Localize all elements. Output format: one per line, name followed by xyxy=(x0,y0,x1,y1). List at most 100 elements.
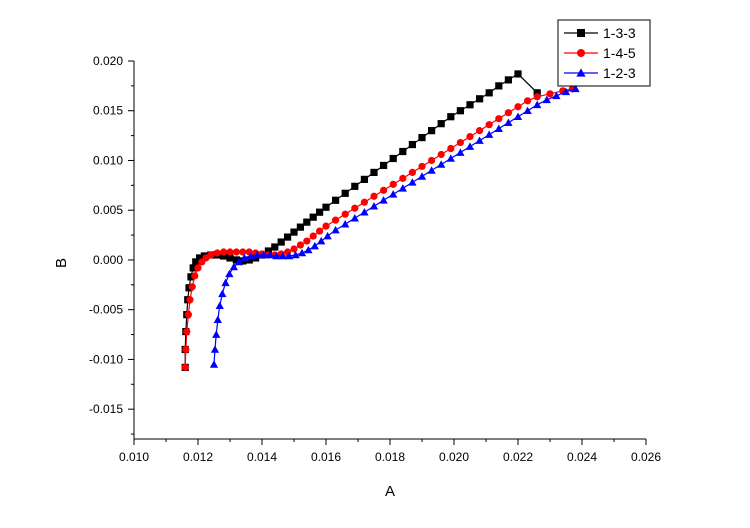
x-tick-label: 0.020 xyxy=(439,450,469,464)
data-point xyxy=(218,289,227,298)
data-point xyxy=(226,248,234,256)
data-point xyxy=(533,100,542,109)
data-point xyxy=(533,89,541,97)
data-point xyxy=(309,232,317,240)
data-point xyxy=(322,222,330,230)
data-point xyxy=(316,208,324,216)
data-point xyxy=(437,150,445,159)
data-point xyxy=(264,247,272,255)
legend-marker xyxy=(576,68,586,77)
x-tick-label: 0.022 xyxy=(503,450,533,464)
data-point xyxy=(476,127,484,135)
data-point xyxy=(194,264,202,272)
y-tick-label: 0.015 xyxy=(93,104,123,118)
axes: 0.010 0.012 0.014 0.016 0.018 0.020 0.022 0.024… xyxy=(89,54,661,464)
data-point xyxy=(456,138,464,147)
data-point xyxy=(196,254,204,262)
data-point xyxy=(437,120,445,128)
data-point xyxy=(351,204,359,212)
legend-label: 1-4-5 xyxy=(603,45,636,61)
data-point xyxy=(447,144,455,153)
y-tick-label: -0.010 xyxy=(89,352,123,366)
data-point xyxy=(389,154,397,163)
data-point xyxy=(495,115,503,123)
x-tick-label: 0.012 xyxy=(183,450,213,464)
data-point xyxy=(408,168,416,177)
data-point xyxy=(485,89,493,97)
series-1-4-5 xyxy=(181,85,577,371)
data-point xyxy=(220,252,228,260)
data-point xyxy=(370,192,378,200)
data-point xyxy=(546,90,554,98)
data-point xyxy=(341,210,349,218)
data-point xyxy=(418,133,426,142)
data-point xyxy=(189,264,197,272)
data-point xyxy=(234,257,244,266)
data-point xyxy=(399,174,407,182)
data-point xyxy=(277,238,285,246)
data-point xyxy=(398,184,407,192)
data-point xyxy=(514,103,522,111)
data-point xyxy=(524,97,532,105)
data-point xyxy=(265,250,275,259)
data-point xyxy=(408,178,417,186)
data-point xyxy=(514,70,522,78)
data-point xyxy=(399,147,407,156)
data-point xyxy=(229,262,238,271)
data-point xyxy=(215,301,224,310)
data-point xyxy=(186,296,194,304)
data-point xyxy=(379,196,388,204)
y-tick-label: -0.015 xyxy=(89,402,123,416)
legend-marker xyxy=(577,29,585,37)
data-point xyxy=(296,241,304,249)
data-point xyxy=(271,243,279,251)
data-point xyxy=(191,272,199,280)
data-point xyxy=(272,251,281,260)
data-point xyxy=(350,214,359,222)
data-point xyxy=(316,227,324,235)
data-point xyxy=(213,249,221,257)
x-tick-label: 0.024 xyxy=(567,450,597,464)
data-point xyxy=(188,283,196,291)
data-point xyxy=(225,269,234,278)
y-axis-label: B xyxy=(53,258,70,268)
data-point xyxy=(427,166,436,174)
data-point xyxy=(303,218,311,226)
data-point xyxy=(456,107,464,115)
series-line xyxy=(184,73,538,368)
data-point xyxy=(226,254,234,262)
data-point xyxy=(351,182,359,190)
data-point xyxy=(285,251,294,260)
data-point xyxy=(240,253,249,262)
data-point xyxy=(495,82,503,90)
data-point xyxy=(485,130,494,138)
data-point xyxy=(253,250,262,259)
series-1-2-3 xyxy=(209,84,580,368)
data-point xyxy=(303,237,311,245)
data-point xyxy=(221,278,230,287)
data-point xyxy=(291,250,300,259)
data-point xyxy=(428,127,436,135)
data-point xyxy=(212,330,221,338)
data-point xyxy=(475,136,484,144)
plot-area xyxy=(181,70,580,371)
data-point xyxy=(183,327,191,336)
data-point xyxy=(246,251,255,260)
data-point xyxy=(466,133,474,141)
data-point xyxy=(370,168,378,177)
y-tick-label: 0.010 xyxy=(93,153,123,167)
data-point xyxy=(297,248,307,257)
data-point xyxy=(341,189,349,197)
y-tick-label: 0.005 xyxy=(93,203,123,217)
data-point xyxy=(232,248,240,256)
y-tick-label: 0.020 xyxy=(93,54,123,68)
data-point xyxy=(380,161,388,170)
data-point xyxy=(504,109,512,117)
data-point xyxy=(417,172,427,180)
data-point xyxy=(446,154,455,162)
legend-label: 1-2-3 xyxy=(603,65,636,81)
data-point xyxy=(561,87,571,96)
data-point xyxy=(552,91,561,100)
data-point xyxy=(322,203,330,211)
